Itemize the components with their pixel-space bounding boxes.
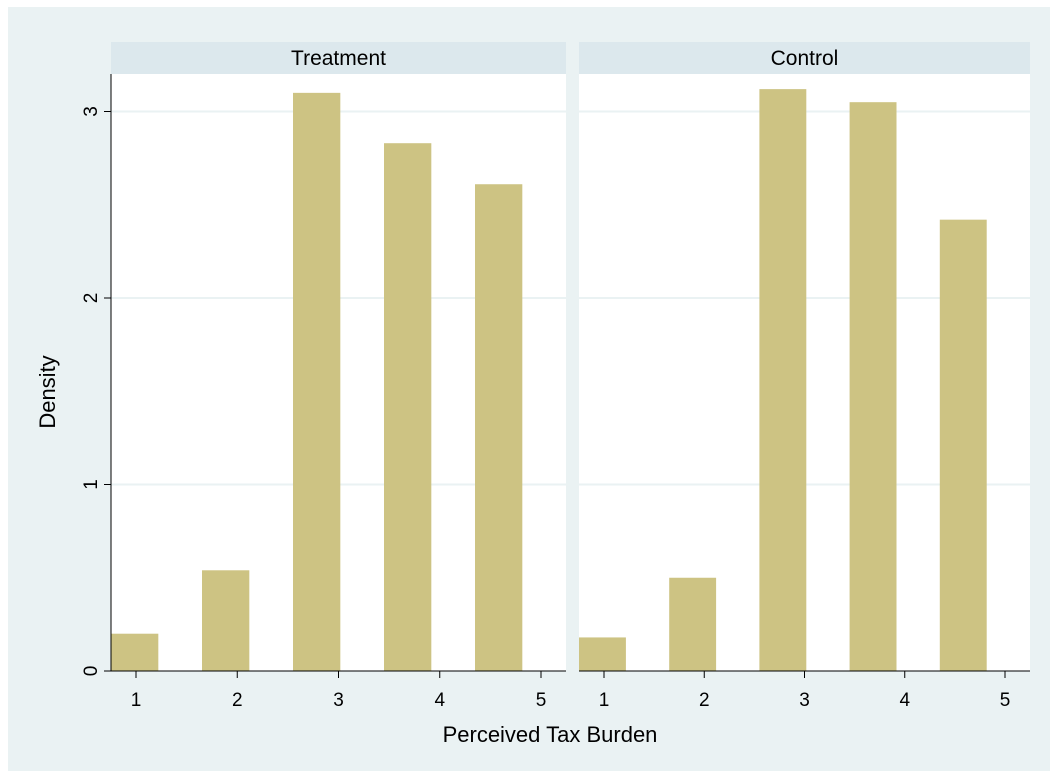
bar-control-2 (669, 577, 717, 671)
y-tick-label: 2 (81, 293, 102, 304)
x-tick-label: 5 (536, 690, 547, 711)
panel-title: Control (771, 47, 839, 70)
bar-treatment-4 (384, 143, 432, 671)
panel-control: Control 1 2 3 4 5 (579, 42, 1030, 711)
bar-control-4 (849, 102, 897, 672)
panels: Treatment 1 2 3 4 5 Control 1 2 3 4 5 (111, 42, 1030, 711)
x-tick-label: 3 (799, 690, 810, 711)
panel-strip (111, 42, 566, 74)
panel-strip (579, 42, 1030, 74)
x-tick-label: 1 (131, 690, 142, 711)
y-tick-label: 0 (81, 666, 102, 677)
x-tick-label: 1 (599, 690, 610, 711)
x-axis-title: Perceived Tax Burden (443, 722, 658, 747)
bar-treatment-1 (111, 633, 159, 671)
bar-treatment-3 (293, 92, 341, 672)
panel-treatment: Treatment 1 2 3 4 5 (111, 42, 566, 711)
bar-control-1 (579, 637, 626, 671)
y-axis-title: Density (35, 355, 60, 428)
bar-control-3 (759, 89, 807, 672)
panel-title: Treatment (291, 47, 386, 70)
bar-treatment-5 (475, 184, 523, 672)
y-axis: 0 1 2 3 (81, 74, 112, 677)
x-tick-label: 5 (1000, 690, 1011, 711)
x-tick-label: 3 (333, 690, 344, 711)
x-tick-label: 4 (434, 690, 445, 711)
x-tick-label: 2 (232, 690, 243, 711)
y-tick-label: 1 (81, 479, 102, 490)
bar-treatment-2 (202, 570, 250, 671)
x-tick-label: 4 (899, 690, 910, 711)
bar-control-5 (939, 219, 987, 672)
x-tick-label: 2 (699, 690, 710, 711)
y-tick-label: 3 (81, 106, 102, 117)
